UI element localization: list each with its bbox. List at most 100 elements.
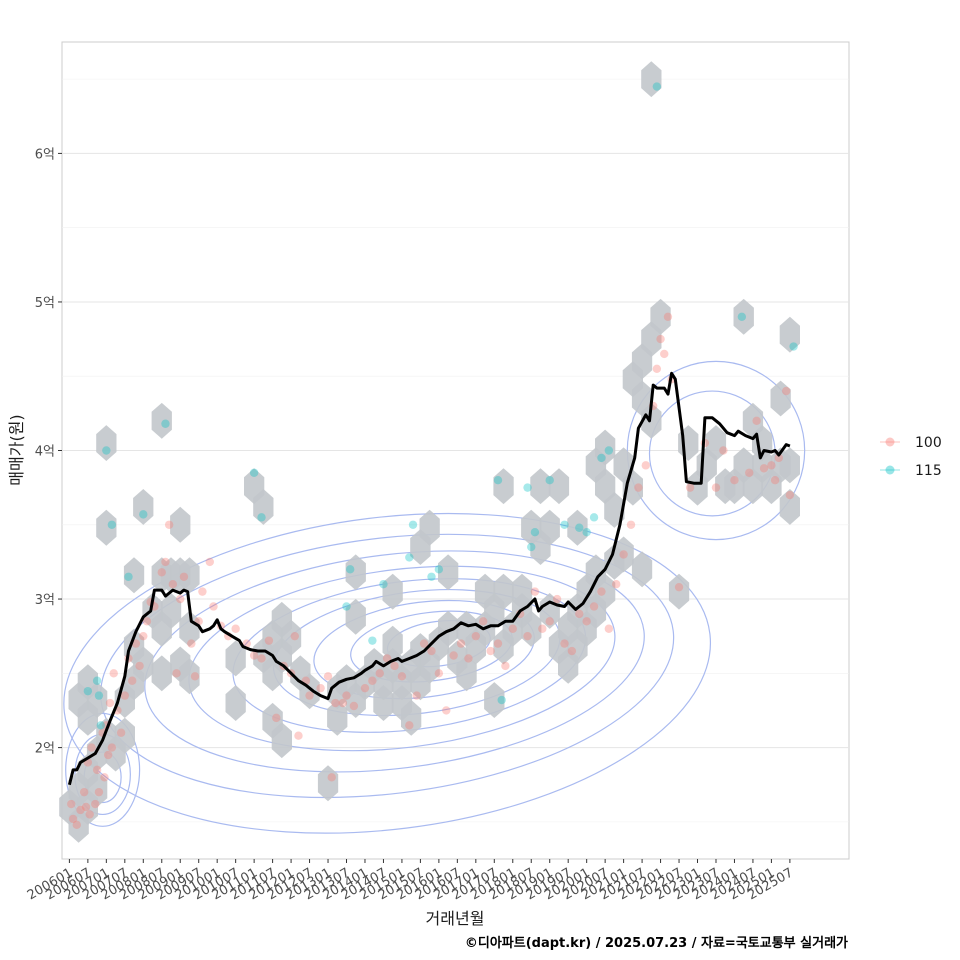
data-point-100 (674, 582, 684, 592)
hexbin-cell (225, 640, 246, 677)
data-point-100 (774, 453, 783, 463)
data-point-100 (72, 820, 81, 830)
hexbin-cell (123, 557, 145, 594)
y-axis-ticks: 2억 3억 4억 5억 6억 (35, 147, 62, 757)
data-point-100 (770, 476, 780, 485)
data-point-100 (272, 713, 281, 723)
hexbin-cell (179, 610, 200, 647)
data-point-115 (575, 523, 584, 532)
hexbin-layer (59, 61, 800, 843)
hexbin-cell (668, 573, 690, 610)
density-contour (144, 550, 645, 773)
hexbin-cell (779, 447, 800, 484)
hexbin-cell (151, 557, 172, 594)
hexbin-cell (438, 554, 459, 591)
data-point-100 (290, 631, 299, 641)
data-point-100 (316, 683, 325, 693)
hexbin-cell (253, 489, 274, 525)
data-point-100 (493, 639, 503, 648)
data-point-100 (187, 639, 196, 648)
legend-item-115: 115 (880, 463, 942, 479)
data-point-100 (375, 669, 384, 678)
y-tick-label: 4억 (35, 445, 55, 460)
hexbin-cell (779, 316, 800, 353)
data-point-115 (342, 602, 351, 611)
data-point-100 (523, 631, 532, 641)
density-contour (63, 512, 712, 834)
data-point-100 (419, 639, 429, 648)
hexbin-cell (86, 682, 108, 718)
data-point-100 (116, 728, 126, 737)
data-point-100 (264, 636, 274, 645)
data-point-100 (479, 617, 488, 626)
data-point-100 (257, 654, 266, 663)
hexbin-cell (705, 425, 727, 461)
hexbin-cell (779, 489, 800, 525)
hexbin-cell (373, 685, 394, 721)
hexbin-cell (530, 468, 551, 505)
data-point-100 (427, 646, 436, 656)
legend-label-115: 115 (915, 463, 942, 479)
hexbin-cell (96, 425, 117, 461)
data-point-100 (349, 701, 359, 711)
data-point-115 (139, 510, 148, 519)
data-point-100 (759, 464, 769, 473)
data-point-100 (87, 743, 96, 752)
data-point-100 (752, 416, 761, 425)
data-point-100 (730, 476, 739, 485)
data-point-100 (719, 446, 728, 455)
data-point-115 (582, 528, 591, 537)
data-point-100 (434, 669, 444, 678)
x-axis-title: 거래년월 (426, 909, 485, 928)
data-point-115 (527, 542, 536, 552)
data-point-100 (164, 520, 174, 529)
data-point-100 (781, 386, 791, 396)
hexbin-cell (595, 429, 616, 466)
data-point-100 (660, 349, 669, 359)
data-point-100 (94, 787, 104, 797)
data-point-115 (83, 686, 93, 696)
data-point-100 (685, 483, 695, 492)
data-point-100 (168, 579, 178, 589)
data-point-100 (442, 706, 451, 715)
data-point-115 (604, 446, 614, 455)
data-point-100 (190, 672, 200, 681)
hexbin-cell (401, 699, 422, 736)
data-point-100 (530, 587, 540, 596)
data-point-100 (486, 646, 495, 656)
hexbin-cell (419, 509, 440, 546)
data-point-100 (641, 461, 650, 470)
legend: 100 115 (880, 435, 942, 479)
data-point-100 (198, 587, 207, 596)
hexbin-cell (96, 509, 117, 546)
data-point-100 (767, 461, 776, 470)
data-point-100 (179, 572, 189, 581)
data-point-100 (589, 602, 599, 611)
hexbin-cell (327, 699, 348, 736)
data-point-100 (785, 490, 795, 500)
data-point-100 (652, 364, 662, 373)
hexbin-cell (511, 573, 533, 610)
hexbin-cell (382, 625, 403, 662)
hexbin-cell (151, 402, 172, 439)
data-point-100 (405, 721, 414, 730)
hexbin-cell (641, 402, 662, 439)
hexbin-cell (179, 658, 200, 695)
hexbin-cell (345, 554, 366, 591)
data-point-115 (497, 695, 506, 705)
data-point-100 (663, 312, 673, 322)
data-point-100 (120, 691, 130, 700)
data-point-100 (176, 594, 185, 604)
data-point-100 (545, 617, 554, 626)
data-point-100 (412, 691, 421, 700)
data-point-115 (408, 520, 418, 529)
density-contour (65, 712, 141, 827)
hexbin-cell (225, 685, 246, 721)
y-tick-label: 2억 (35, 742, 55, 757)
data-point-115 (96, 721, 105, 730)
hexbin-cell (271, 722, 292, 759)
data-point-100 (128, 676, 137, 685)
data-point-100 (205, 557, 214, 567)
data-point-100 (142, 617, 152, 626)
data-point-100 (249, 651, 259, 660)
